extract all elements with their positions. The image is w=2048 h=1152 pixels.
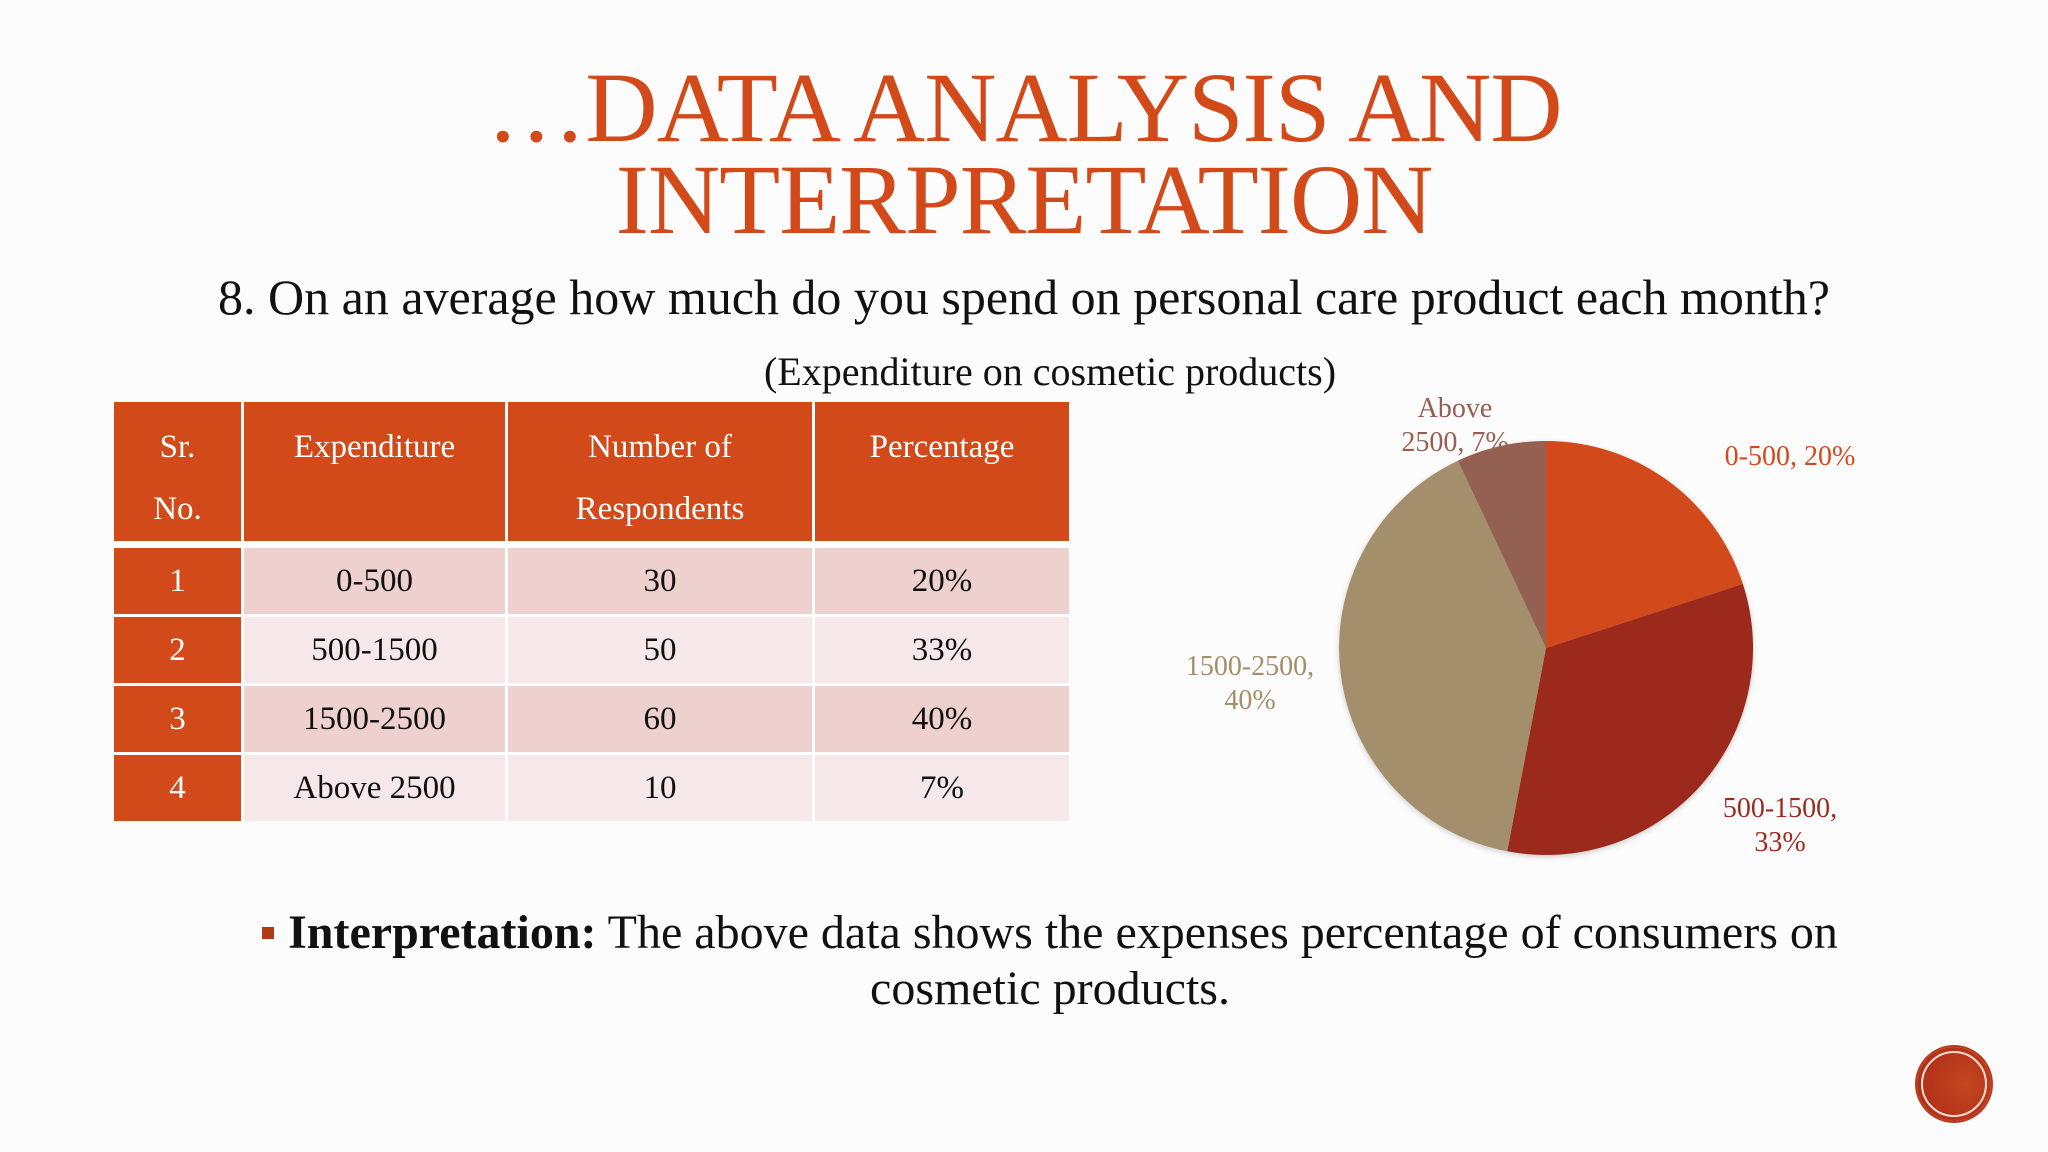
pie-slice-0-500 [1546,440,1743,648]
title-line-2: INTERPRETATION [615,144,1434,255]
cell-expenditure: 0-500 [244,541,508,614]
interpretation-text: Interpretation: The above data shows the… [100,905,2000,1017]
cell-expenditure: 1500-2500 [244,683,508,752]
pie-slice-500-1500 [1507,584,1754,855]
table-row: 4 Above 2500 10 7% [114,752,1069,821]
cell-expenditure: Above 2500 [244,752,508,821]
table-row: 2 500-1500 50 33% [114,614,1069,683]
cell-percentage: 40% [815,683,1069,752]
table-header-row: Sr. No. Expenditure Number of Respondent… [114,402,1069,541]
title-line-1: …DATA ANALYSIS AND [486,52,1562,163]
cell-sr: 3 [114,683,244,752]
bullet-icon [262,926,275,939]
pie-label-1500-2500: 1500-2500, 40% [1185,651,1315,716]
header-respondents: Number of Respondents [508,402,815,541]
header-percentage: Percentage [815,402,1069,541]
pie-label-500-1500: 500-1500, 33% [1722,793,1838,858]
cell-respondents: 50 [508,614,815,683]
slide-nav-circle-icon[interactable] [1917,1047,1991,1121]
header-expenditure: Expenditure [244,402,508,541]
table-row: 1 0-500 30 20% [114,541,1069,614]
pie-label-above-2500: Above 2500, 7% [1401,393,1509,458]
slide-title: …DATA ANALYSIS AND INTERPRETATION [0,52,2048,255]
cell-sr: 2 [114,614,244,683]
cell-sr: 4 [114,752,244,821]
cell-percentage: 33% [815,614,1069,683]
pie-slice-above-2500 [1457,441,1546,648]
table-row: 3 1500-2500 60 40% [114,683,1069,752]
cell-respondents: 60 [508,683,815,752]
pie-slice-1500-2500 [1339,460,1546,852]
cell-expenditure: 500-1500 [244,614,508,683]
cell-respondents: 10 [508,752,815,821]
pie-label-0-500: 0-500, 20% [1724,441,1856,472]
cell-respondents: 30 [508,541,815,614]
cell-sr: 1 [114,541,244,614]
header-sr-no: Sr. No. [114,402,244,541]
cell-percentage: 7% [815,752,1069,821]
survey-question: 8. On an average how much do you spend o… [218,269,1830,325]
expenditure-table: Sr. No. Expenditure Number of Respondent… [114,402,1069,821]
interpretation-label: Interpretation [288,906,581,959]
chart-subtitle: (Expenditure on cosmetic products) [763,349,1337,394]
cell-percentage: 20% [815,541,1069,614]
